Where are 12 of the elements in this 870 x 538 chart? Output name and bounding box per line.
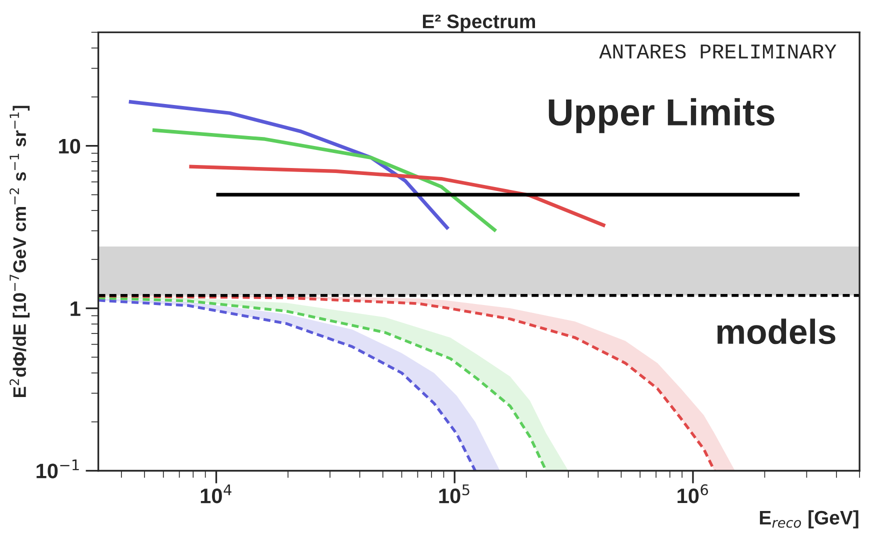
y-tick-label: 10 <box>59 138 80 154</box>
annotation: models <box>717 318 836 344</box>
x-tick-label: 10$^{5}$ <box>439 484 470 504</box>
annotation: ANTARES PRELIMINARY <box>599 44 836 59</box>
y-tick-label: 10$^{−1}$ <box>36 460 79 478</box>
text: E$^{2}$dΦ/dE [10$^{−7}$GeV cm$^{−2}$ s$^{−1}$ sr$^{−1}$] <box>10 106 30 398</box>
annotation: Upper Limits <box>548 98 774 134</box>
x-axis-title: E$_{reco}$ [GeV] <box>760 510 858 528</box>
x-tick-label: 10$^{6}$ <box>678 484 708 504</box>
chart-title: E² Spectrum <box>422 14 535 32</box>
y-tick-label: 1 <box>70 302 80 316</box>
x-tick-label: 10$^{4}$ <box>200 484 232 504</box>
